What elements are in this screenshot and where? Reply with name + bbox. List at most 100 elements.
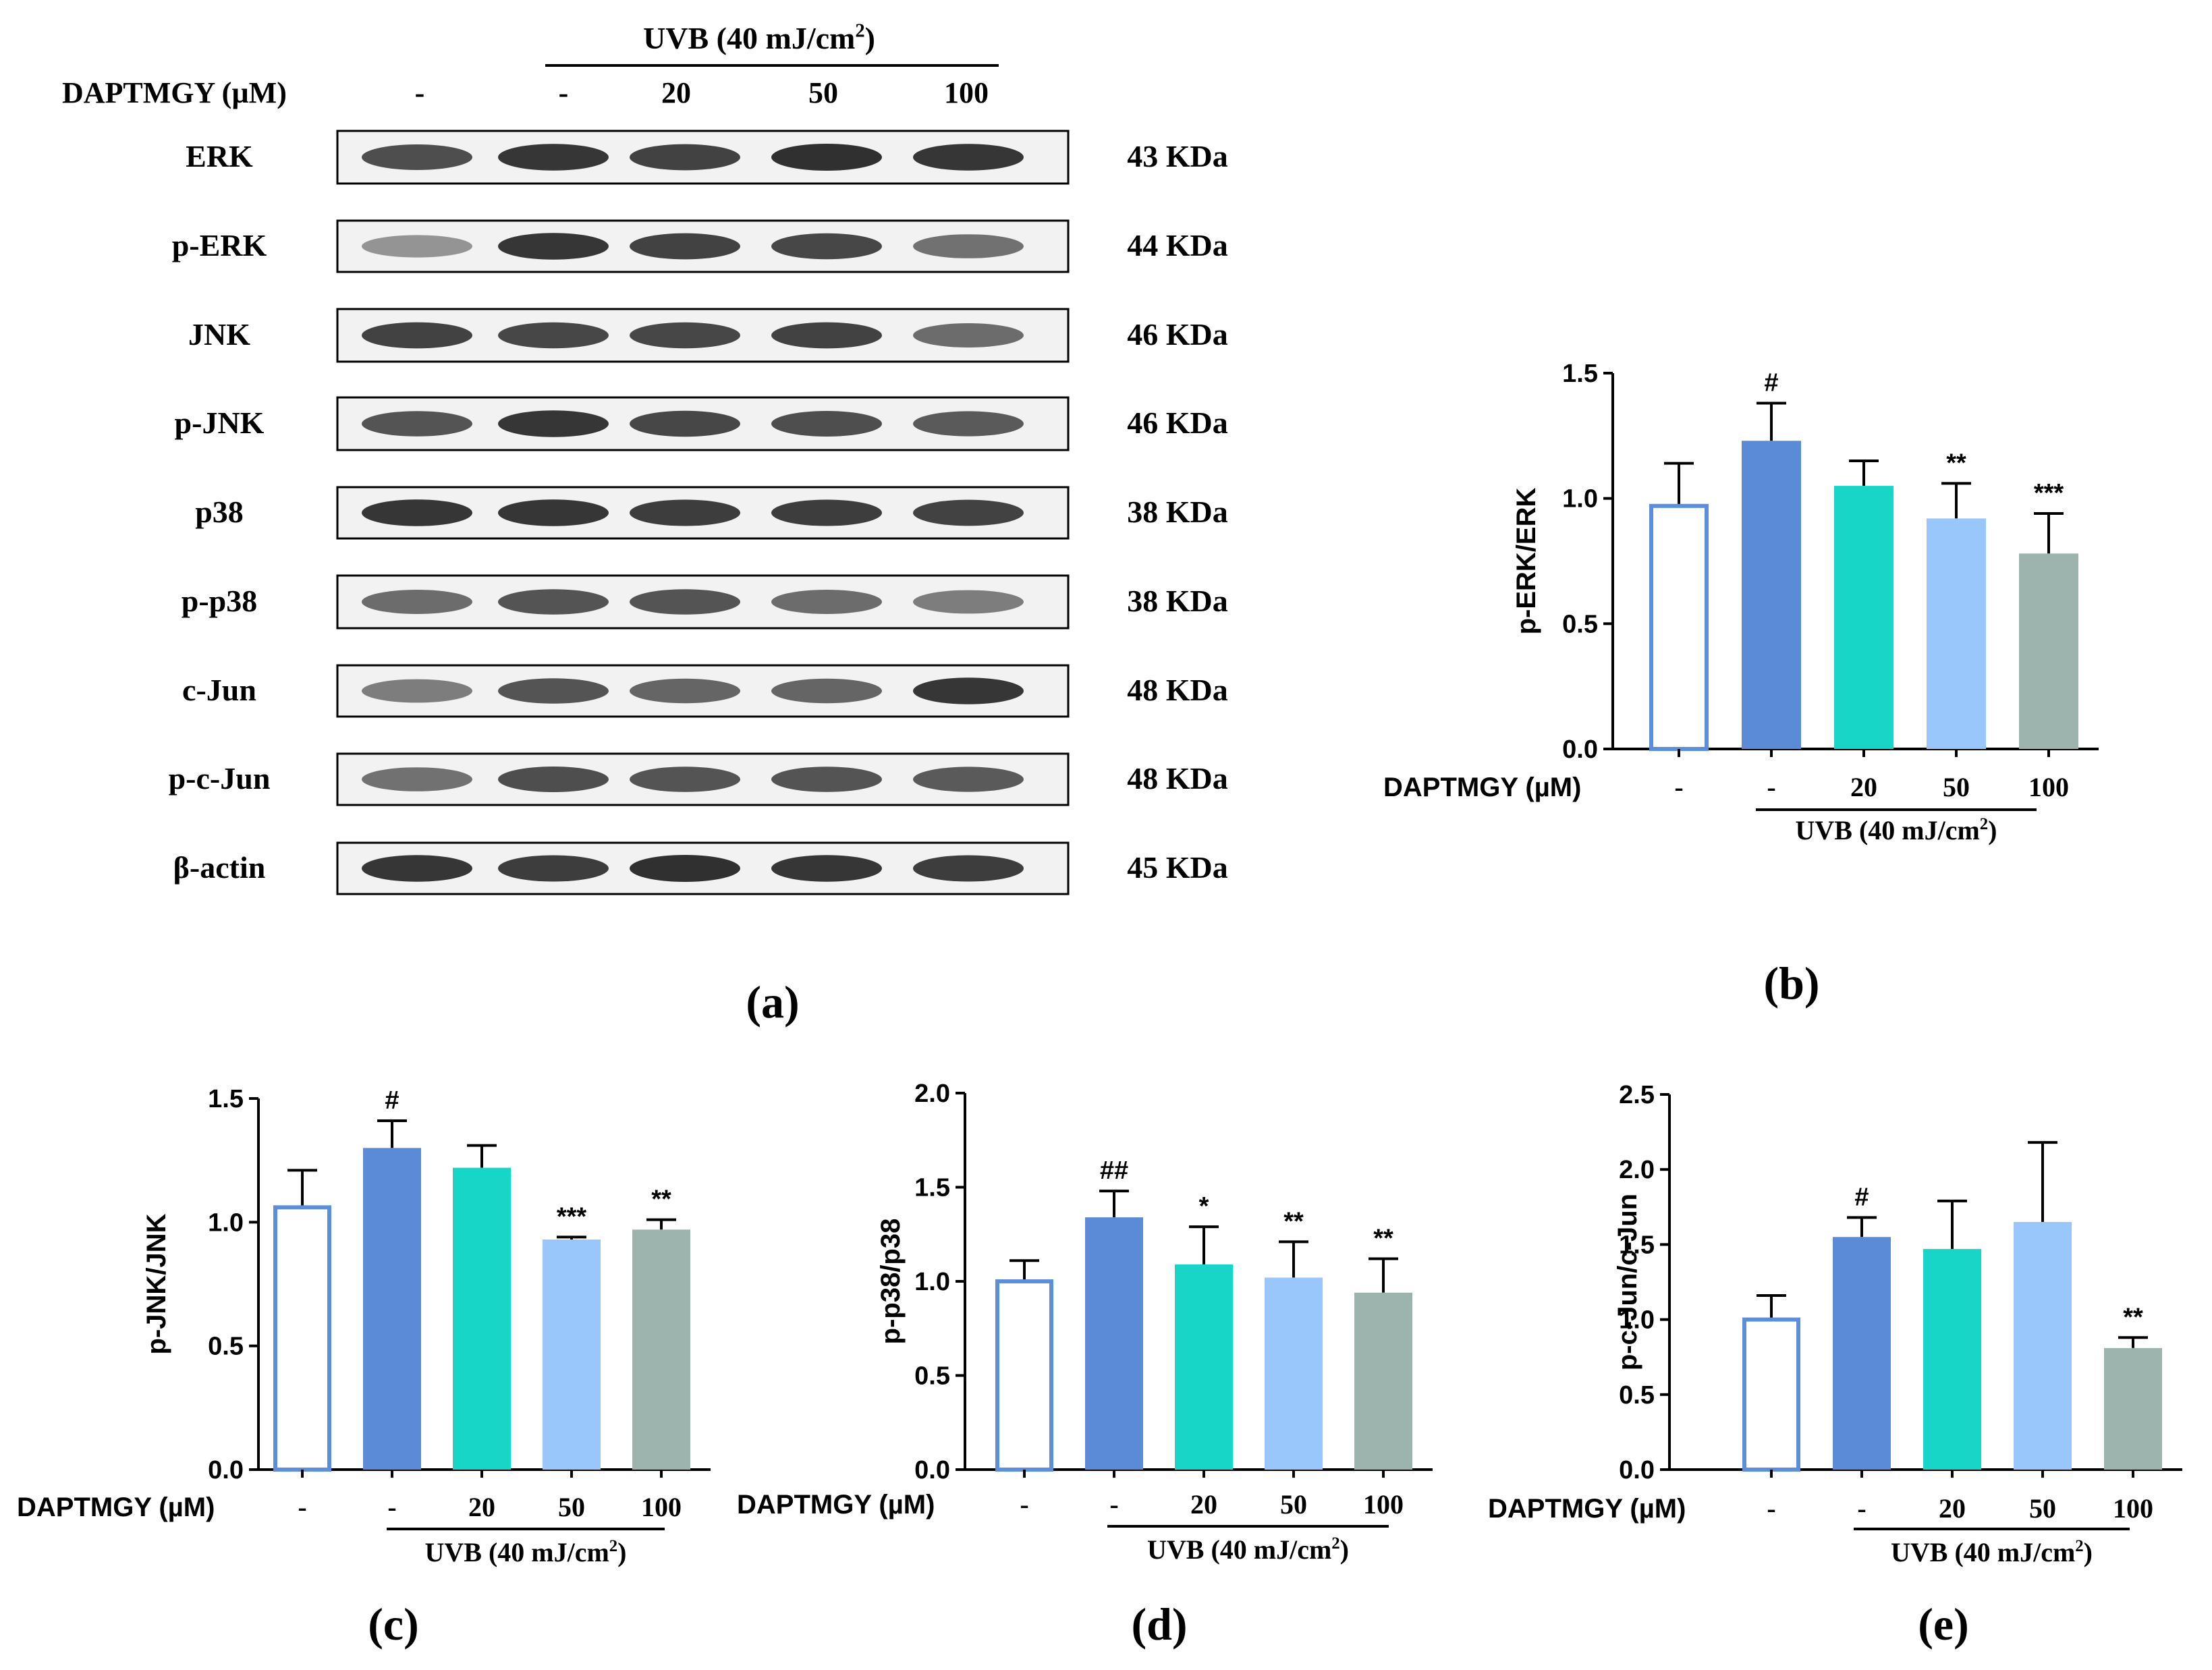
y-tick-label: 1.5 — [914, 1174, 950, 1202]
blot-band — [771, 411, 882, 437]
bar — [1834, 486, 1893, 749]
chart-3-uvb-label: UVB (40 mJ/cm2) — [1891, 1537, 2093, 1567]
y-axis-label: p-JNK/JNK — [142, 1213, 171, 1354]
significance-mark: ** — [1283, 1207, 1304, 1235]
y-tick-label: 0.0 — [914, 1456, 950, 1484]
blot-band — [630, 499, 740, 526]
x-tick-label: 50 — [558, 1492, 585, 1522]
blot-band — [913, 144, 1024, 171]
bar — [1833, 1237, 1891, 1470]
blot-band — [498, 233, 609, 260]
blot-protein-label: ERK — [186, 139, 253, 173]
blot-band — [498, 767, 609, 792]
blot-row-p-p38: p-p38 38 KDa — [182, 574, 1228, 630]
y-tick-label: 1.5 — [1562, 360, 1598, 388]
x-tick-label: - — [387, 1492, 396, 1522]
bar — [1927, 518, 1986, 749]
chart-2-uvb-close: ) — [1340, 1534, 1349, 1565]
x-tick-label: - — [1674, 772, 1683, 802]
y-tick-label: 0.5 — [1562, 610, 1598, 638]
blot-band — [913, 234, 1024, 258]
y-tick-label: 0.0 — [208, 1456, 244, 1484]
y-axis-label: p-c-Jun/c-Jun — [1613, 1194, 1642, 1370]
blot-uvb-label: UVB (40 mJ/cm2) — [643, 21, 875, 55]
blot-band — [630, 854, 740, 883]
blot-lane-label-4: 100 — [944, 76, 989, 109]
blot-band — [630, 144, 740, 171]
panel-label: (c) — [368, 1598, 418, 1650]
blot-band — [630, 678, 740, 704]
blot-protein-label: p-p38 — [182, 584, 257, 618]
blot-band — [498, 678, 609, 704]
x-tick-label: - — [1020, 1489, 1028, 1520]
blot-band — [362, 322, 472, 349]
blot-row-p-c-Jun: p-c-Jun 48 KDa — [169, 752, 1228, 806]
blot-uvb-superscript: 2 — [855, 21, 864, 42]
treatment-label: DAPTMGY (µM) — [1383, 773, 1581, 802]
panel-label-a: (a) — [746, 976, 799, 1028]
blot-mw-label: 38 KDa — [1127, 584, 1228, 618]
blot-band — [771, 678, 882, 704]
blot-band — [498, 144, 609, 171]
chart-3-uvb-close: ) — [2084, 1537, 2093, 1567]
blot-protein-label: p-ERK — [172, 228, 267, 262]
significance-mark: ** — [651, 1186, 671, 1214]
bar — [1354, 1292, 1412, 1470]
bar — [1085, 1217, 1143, 1470]
blot-mw-label: 44 KDa — [1127, 228, 1228, 262]
blot-protein-label: c-Jun — [182, 673, 256, 707]
chart-2-uvb-text: UVB (40 mJ/cm — [1147, 1534, 1331, 1565]
y-tick-label: 2.0 — [914, 1080, 950, 1108]
bar-chart-c: 0.0 0.5 1.0 1.5 p-JNK/JNK - # - 20 *** 50 ** 100 DAPT… — [17, 1085, 711, 1650]
x-tick-label: - — [1767, 1493, 1775, 1524]
x-tick-label: 100 — [2113, 1493, 2153, 1524]
blot-band — [498, 322, 609, 349]
panel-label: (d) — [1131, 1598, 1187, 1650]
significance-mark: ** — [2123, 1303, 2143, 1331]
blot-protein-label: p-JNK — [175, 406, 265, 440]
blot-mw-label: 38 KDa — [1127, 495, 1228, 529]
x-tick-label: - — [298, 1492, 306, 1522]
blot-uvb-text: UVB (40 mJ/cm — [643, 21, 855, 55]
y-tick-label: 2.0 — [1619, 1156, 1655, 1184]
blot-band — [362, 679, 472, 703]
y-axis-label: p-p38/p38 — [876, 1219, 906, 1345]
blot-band — [362, 411, 472, 437]
bar — [1923, 1249, 1981, 1470]
significance-mark: * — [1199, 1192, 1209, 1221]
blot-band — [630, 410, 740, 437]
blot-mw-label: 45 KDa — [1127, 850, 1228, 885]
blot-protein-label: p38 — [195, 495, 244, 529]
bar-chart-d: 0.0 0.5 1.0 1.5 2.0 p-p38/p38 - ## - * 20 ** 50 ** 100… — [737, 1080, 1433, 1650]
chart-1-uvb-label: UVB (40 mJ/cm2) — [424, 1537, 626, 1567]
y-tick-label: 1.5 — [208, 1085, 244, 1113]
bar-chart-b: 0.0 0.5 1.0 1.5 p-ERK/ERK - # - 20 ** 50 *** 100 DAPT… — [1383, 360, 2099, 1009]
chart-1-uvb-close: ) — [617, 1537, 626, 1567]
blot-band — [630, 233, 740, 260]
bar — [1265, 1277, 1323, 1470]
blot-mw-label: 46 KDa — [1127, 317, 1228, 352]
blot-row-JNK: JNK 46 KDa — [188, 308, 1228, 363]
blot-mw-label: 48 KDa — [1127, 761, 1228, 796]
chart-0-uvb-close: ) — [1988, 815, 1997, 845]
blot-protein-label: JNK — [188, 317, 250, 352]
blot-band — [913, 767, 1024, 792]
x-tick-label: 20 — [468, 1492, 495, 1522]
bar — [2104, 1347, 2162, 1470]
y-tick-label: 0.0 — [1562, 735, 1598, 764]
y-tick-label: 1.0 — [1562, 485, 1598, 513]
blot-band — [771, 322, 882, 349]
blot-band — [498, 410, 609, 437]
bar — [2019, 553, 2078, 749]
significance-mark: # — [1854, 1183, 1869, 1211]
panel-label: (b) — [1763, 957, 1819, 1009]
y-tick-label: 0.5 — [1619, 1381, 1655, 1410]
blot-band — [913, 411, 1024, 437]
blot-lane-label-0: - — [415, 76, 425, 109]
treatment-label: DAPTMGY (µM) — [737, 1490, 935, 1520]
y-tick-label: 1.0 — [914, 1268, 950, 1296]
chart-2-uvb-superscript: 2 — [1331, 1534, 1339, 1553]
x-tick-label: 100 — [641, 1492, 682, 1522]
chart-0-uvb-text: UVB (40 mJ/cm — [1795, 815, 1979, 845]
bar — [1175, 1264, 1233, 1470]
